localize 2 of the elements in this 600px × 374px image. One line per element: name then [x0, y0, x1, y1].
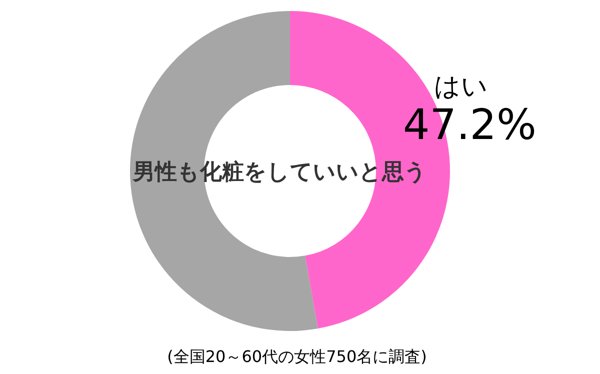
text: (全国20～60代の女性750名に調査): [167, 347, 427, 366]
slice-label: はい: [434, 72, 488, 102]
